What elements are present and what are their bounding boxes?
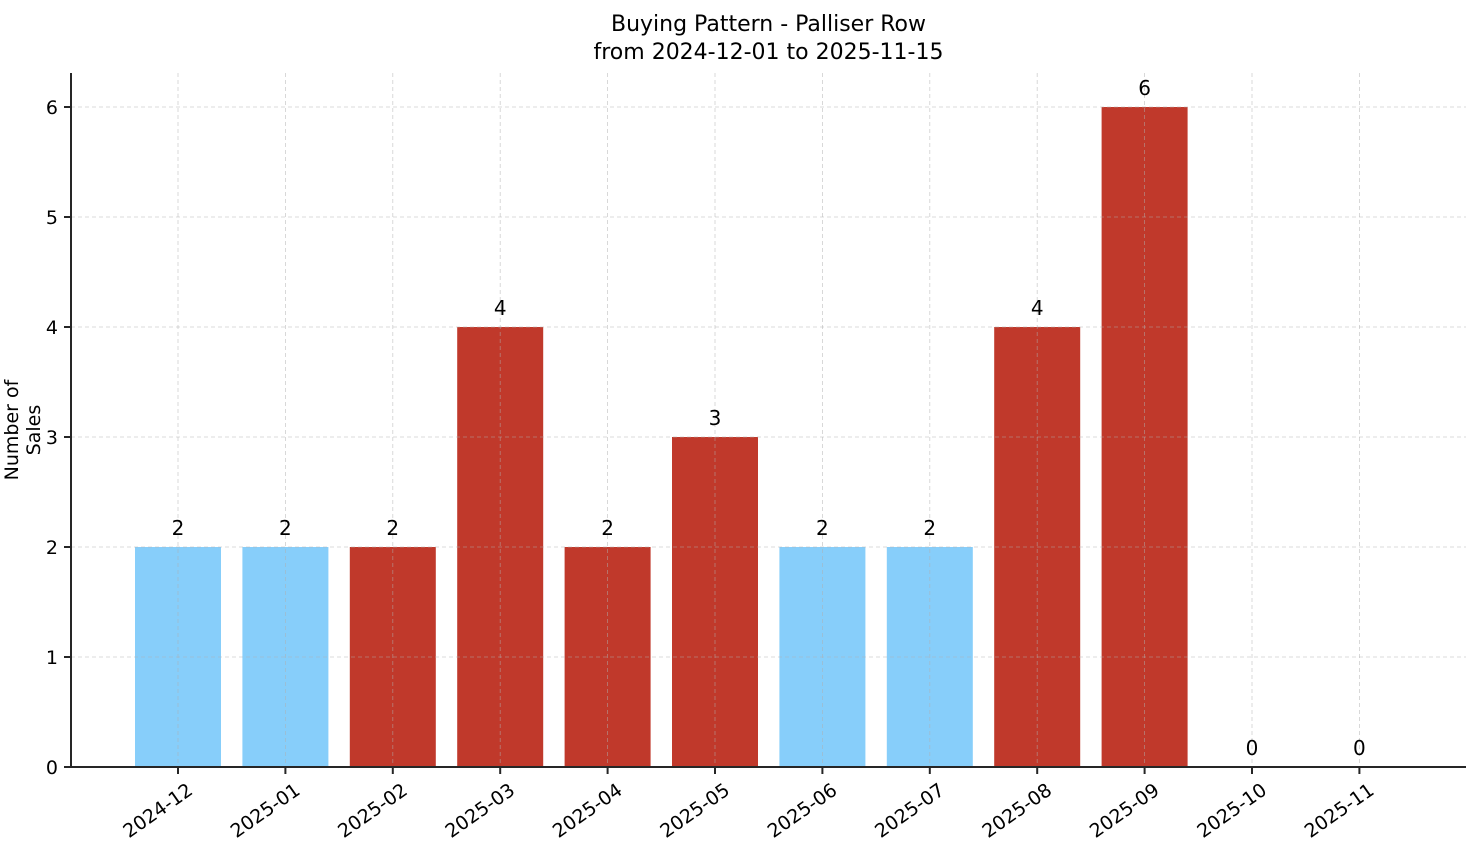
data-label: 3 xyxy=(709,406,722,430)
data-label: 2 xyxy=(601,516,614,540)
data-label: 4 xyxy=(494,296,507,320)
y-tick-label: 1 xyxy=(46,647,58,669)
y-tick-label: 6 xyxy=(46,97,58,119)
data-label: 2 xyxy=(279,516,292,540)
x-tick-label: 2025-08 xyxy=(978,779,1056,843)
y-tick-label: 3 xyxy=(46,427,58,449)
data-label: 6 xyxy=(1138,76,1151,100)
data-label: 0 xyxy=(1246,736,1259,760)
y-tick-label: 5 xyxy=(46,207,58,229)
x-tick-label: 2025-01 xyxy=(227,779,305,843)
x-tick-label: 2025-05 xyxy=(656,779,734,843)
x-tick-label: 2025-04 xyxy=(549,779,627,843)
x-tick-label: 2025-11 xyxy=(1301,779,1379,843)
data-label: 4 xyxy=(1031,296,1044,320)
x-tick-label: 2025-10 xyxy=(1193,779,1271,843)
chart-subtitle: from 2024-12-01 to 2025-11-15 xyxy=(593,40,944,65)
data-label: 2 xyxy=(172,516,185,540)
data-label: 2 xyxy=(386,516,399,540)
x-tick-label: 2024-12 xyxy=(119,779,197,843)
x-tick-label: 2025-03 xyxy=(441,779,519,843)
x-tick-label: 2025-07 xyxy=(871,779,949,843)
y-tick-label: 4 xyxy=(46,317,58,339)
data-label: 2 xyxy=(923,516,936,540)
data-label: 0 xyxy=(1353,736,1366,760)
y-tick-label: 2 xyxy=(46,537,58,559)
chart-title: Buying Pattern - Palliser Row xyxy=(610,12,927,37)
x-tick-label: 2025-06 xyxy=(764,779,842,843)
x-tick-label: 2025-02 xyxy=(334,779,412,843)
data-label: 2 xyxy=(816,516,829,540)
y-tick-label: 0 xyxy=(46,757,58,779)
x-tick-label: 2025-09 xyxy=(1086,779,1164,843)
